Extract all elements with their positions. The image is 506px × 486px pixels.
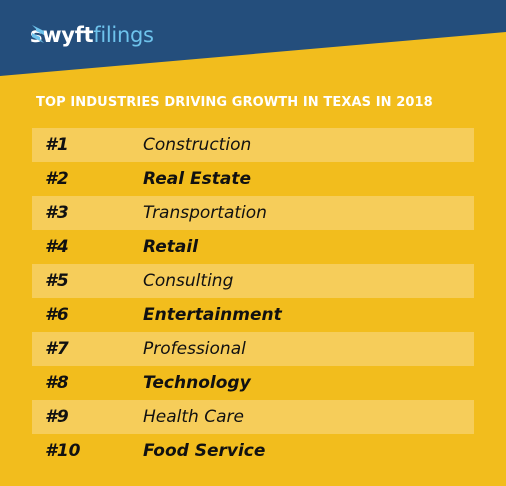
list-item: #4 Retail (32, 230, 474, 264)
page-title: TOP INDUSTRIES DRIVING GROWTH IN TEXAS I… (36, 95, 433, 110)
industry-name: Consulting (143, 271, 234, 291)
list-item: #6 Entertainment (32, 298, 474, 332)
list-item: #9 Health Care (32, 400, 474, 434)
industry-name: Technology (143, 373, 251, 393)
list-item: #2 Real Estate (32, 162, 474, 196)
list-item: #8 Technology (32, 366, 474, 400)
rank-label: #9 (45, 407, 69, 427)
industry-name: Retail (143, 237, 199, 257)
list-item: #3 Transportation (32, 196, 474, 230)
rank-label: #10 (45, 441, 81, 461)
industry-name: Professional (143, 339, 246, 359)
industry-ranking-list: #1 Construction #2 Real Estate #3 Transport… (32, 128, 474, 468)
swyft-s-logo-icon (32, 25, 44, 43)
banner-background (0, 0, 506, 76)
industry-name: Construction (143, 135, 252, 155)
list-item: #5 Consulting (32, 264, 474, 298)
list-item: #7 Professional (32, 332, 474, 366)
rank-label: #5 (45, 271, 69, 291)
header-banner: swyftfilings (0, 0, 506, 80)
brand-name-secondary: filings (93, 23, 154, 47)
brand-name-primary: swyft (30, 23, 94, 47)
rank-label: #1 (45, 135, 69, 155)
rank-label: #4 (45, 237, 69, 257)
brand-logo[interactable]: swyftfilings (30, 23, 154, 47)
list-item: #1 Construction (32, 128, 474, 162)
rank-label: #3 (45, 203, 69, 223)
industry-name: Health Care (143, 407, 244, 427)
industry-name: Transportation (143, 203, 267, 223)
list-item: #10 Food Service (32, 434, 474, 468)
rank-label: #8 (45, 373, 69, 393)
industry-name: Food Service (143, 441, 266, 461)
rank-label: #7 (45, 339, 69, 359)
brand-wordmark: swyftfilings (30, 23, 154, 47)
rank-label: #2 (45, 169, 69, 189)
rank-label: #6 (45, 305, 69, 325)
industry-name: Real Estate (143, 169, 251, 189)
industry-name: Entertainment (143, 305, 282, 325)
